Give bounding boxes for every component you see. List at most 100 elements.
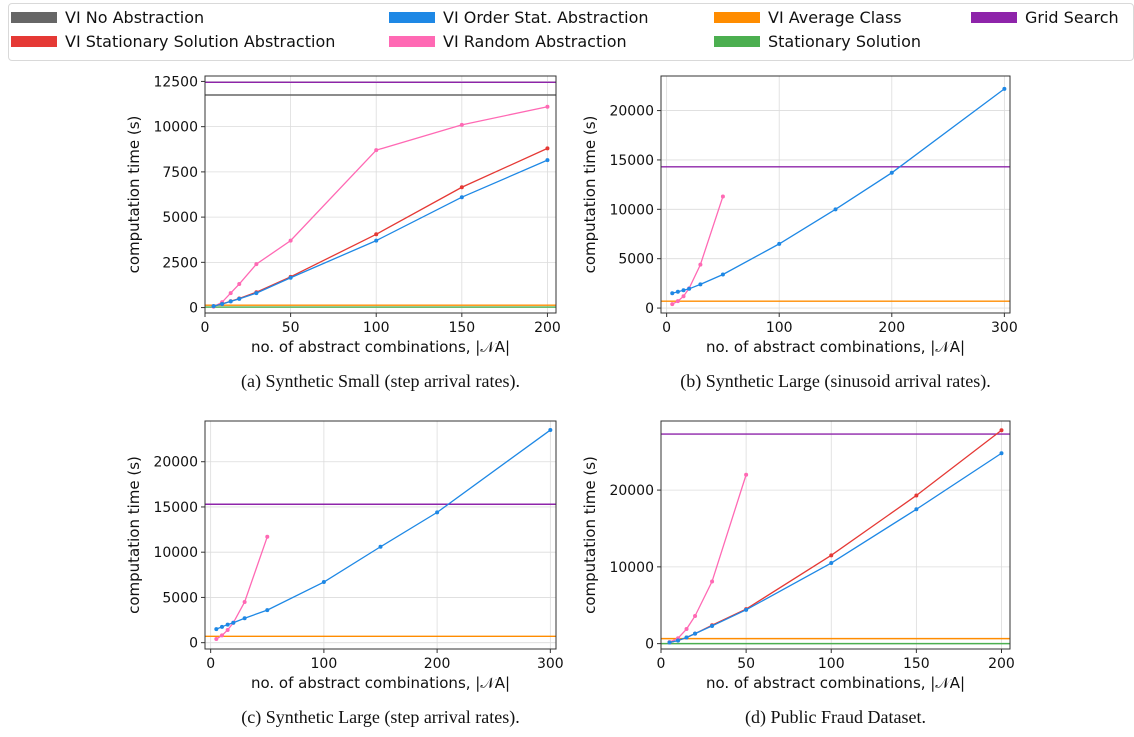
y-tick-label: 0: [189, 636, 198, 652]
data-point: [681, 288, 686, 293]
x-axis-label: no. of abstract combinations, |𝒩A|: [706, 674, 965, 692]
data-point: [288, 275, 293, 280]
x-tick-label: 200: [534, 320, 561, 336]
x-tick-label: 100: [818, 656, 845, 672]
plot-area: [205, 76, 556, 313]
x-tick-label: 100: [363, 320, 390, 336]
data-point: [698, 282, 703, 287]
y-tick-label: 10000: [609, 202, 654, 218]
data-point: [914, 507, 919, 512]
legend-label: VI No Abstraction: [65, 7, 205, 27]
data-point: [670, 302, 675, 307]
chart-panel: 0 100 200 300 0 5000 10000 15000 20000 no. of abs…: [581, 75, 1018, 392]
y-tick-label: 10000: [153, 545, 198, 561]
y-axis-label: computation time (s): [125, 456, 143, 614]
x-tick-label: 0: [201, 320, 210, 336]
data-point: [687, 286, 692, 291]
y-tick-label: 20000: [153, 455, 198, 471]
x-tick-label: 100: [311, 656, 338, 672]
x-tick-label: 150: [448, 320, 475, 336]
data-point: [548, 428, 553, 433]
data-point: [675, 299, 680, 304]
x-tick-label: 200: [878, 320, 905, 336]
x-axis-label: no. of abstract combinations, |𝒩A|: [251, 338, 510, 356]
legend-label: VI Stationary Solution Abstraction: [65, 31, 336, 51]
y-tick-label: 10000: [153, 120, 198, 136]
legend-label: VI Order Stat. Abstraction: [443, 7, 649, 27]
y-tick-label: 0: [189, 301, 198, 317]
data-point: [693, 631, 698, 636]
data-point: [777, 241, 782, 246]
x-axis-label: no. of abstract combinations, |𝒩A|: [706, 338, 965, 356]
data-point: [545, 104, 550, 109]
data-point: [237, 282, 242, 287]
data-point: [374, 148, 379, 153]
x-tick-label: 50: [737, 656, 755, 672]
data-point: [720, 194, 725, 199]
data-point: [225, 622, 230, 627]
y-tick-label: 2500: [162, 255, 198, 271]
data-point: [720, 272, 725, 277]
data-point: [459, 122, 464, 127]
data-point: [214, 627, 219, 632]
x-tick-label: 50: [282, 320, 300, 336]
legend-swatch: [11, 35, 57, 47]
y-tick-label: 15000: [609, 153, 654, 169]
plot-frame: [204, 75, 557, 314]
legend: VI No Abstraction VI Stationary Solution …: [8, 3, 1134, 61]
legend-item: VI Order Stat. Abstraction: [389, 6, 649, 28]
data-point: [321, 580, 326, 585]
data-point: [211, 304, 216, 309]
data-point: [254, 262, 259, 267]
y-tick-label: 0: [645, 637, 654, 653]
chart-panel: 0 50 100 150 200 0 2500 5000 7500 10000 12500 no. o…: [125, 74, 561, 392]
data-point: [288, 238, 293, 243]
x-tick-label: 200: [988, 656, 1015, 672]
data-point: [744, 472, 749, 477]
plot-area: [661, 421, 1010, 649]
data-point: [670, 291, 675, 296]
data-point: [829, 561, 834, 566]
y-tick-label: 5000: [162, 210, 198, 226]
plot-frame: [660, 420, 1011, 650]
data-point: [265, 608, 270, 613]
data-point: [684, 635, 689, 640]
legend-swatch: [389, 11, 435, 23]
y-axis-label: computation time (s): [581, 116, 599, 274]
plot-frame: [204, 420, 557, 650]
y-tick-label: 20000: [609, 483, 654, 499]
data-point: [710, 623, 715, 628]
x-tick-label: 200: [424, 656, 451, 672]
legend-swatch: [971, 11, 1017, 23]
series-line-vi-order-stat-abstraction: [672, 88, 1005, 294]
data-point: [219, 633, 224, 638]
data-point: [675, 289, 680, 294]
plot-frame: [660, 75, 1011, 314]
y-tick-label: 20000: [609, 104, 654, 120]
legend-swatch: [714, 35, 760, 47]
legend-item: Grid Search: [971, 6, 1119, 28]
plot-area: [661, 76, 1010, 313]
data-point: [254, 291, 259, 296]
y-axis-label: computation time (s): [125, 116, 143, 274]
x-axis-label: no. of abstract combinations, |𝒩A|: [251, 674, 510, 692]
y-tick-label: 5000: [618, 252, 654, 268]
data-point: [228, 291, 233, 296]
legend-swatch: [389, 35, 435, 47]
data-point: [378, 544, 383, 549]
series-line-vi-order-stat-abstraction: [216, 429, 551, 630]
legend-item: VI Random Abstraction: [389, 30, 627, 52]
data-point: [228, 299, 233, 304]
chart-caption: (a) Synthetic Small (step arrival rates)…: [241, 371, 520, 392]
y-axis-label: computation time (s): [581, 456, 599, 614]
data-point: [242, 599, 247, 604]
x-tick-label: 300: [537, 656, 564, 672]
y-tick-label: 15000: [153, 500, 198, 516]
data-point: [999, 428, 1004, 433]
data-point: [225, 628, 230, 632]
data-point: [710, 579, 715, 584]
data-point: [1002, 86, 1007, 91]
chart-caption: (b) Synthetic Large (sinusoid arrival ra…: [680, 371, 991, 392]
data-point: [219, 624, 224, 629]
